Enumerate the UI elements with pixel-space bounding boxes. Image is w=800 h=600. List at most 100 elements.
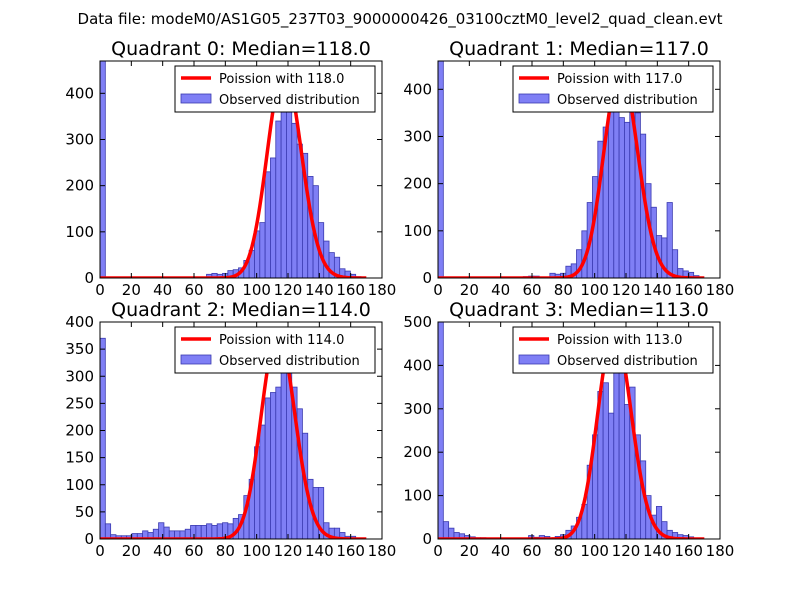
histogram-bar xyxy=(270,392,277,539)
x-tick-label: 20 xyxy=(460,281,479,299)
y-tick-label: 400 xyxy=(65,84,94,102)
legend-box xyxy=(512,326,714,374)
x-tick-label: 40 xyxy=(491,281,510,299)
x-tick-label: 160 xyxy=(336,281,365,299)
y-tick-label: 400 xyxy=(403,356,432,374)
y-tick-label: 300 xyxy=(65,367,94,385)
histogram-bar xyxy=(206,523,213,539)
histogram-bar xyxy=(438,61,444,278)
legend-label-poisson: Poission with 113.0 xyxy=(557,333,682,348)
histogram-bar xyxy=(275,120,282,278)
x-tick-label: 0 xyxy=(95,281,105,299)
figure-title: Data file: modeM0/AS1G05_237T03_90000004… xyxy=(78,10,723,29)
histogram-bar xyxy=(333,256,341,278)
quadrant-1-chart: 0 20 40 60 80 100 120 140 160 1800100200300400Qua… xyxy=(403,38,734,299)
y-tick-label: 0 xyxy=(422,530,432,548)
legend-box xyxy=(174,65,376,113)
histogram-bar xyxy=(618,117,625,278)
quadrant-3-frame xyxy=(437,321,721,540)
x-tick-label: 140 xyxy=(305,281,334,299)
legend-label-poisson: Poission with 117.0 xyxy=(557,72,682,87)
x-tick-label: 160 xyxy=(674,281,703,299)
histogram-bar xyxy=(602,382,609,539)
x-tick-label: 40 xyxy=(491,542,510,560)
x-tick-label: 0 xyxy=(433,281,443,299)
legend-bar-swatch xyxy=(518,93,550,104)
x-tick-label: 40 xyxy=(153,542,172,560)
y-tick-label: 100 xyxy=(403,487,432,505)
quadrant-0-chart: 0 20 40 60 80 100 120 140 160 1800100200300400Qua… xyxy=(65,38,396,299)
quadrant-1-title: Quadrant 1: Median=117.0 xyxy=(449,38,709,60)
x-tick-label: 100 xyxy=(242,542,271,560)
histogram-bar xyxy=(442,521,450,539)
histogram-bar xyxy=(270,157,277,278)
histogram-bar xyxy=(100,61,106,278)
x-tick-label: 120 xyxy=(612,542,641,560)
quadrant-3-legend: Poission with 113.0 Observed distribution xyxy=(512,326,714,374)
y-tick-label: 0 xyxy=(422,269,432,287)
x-tick-label: 20 xyxy=(460,542,479,560)
histogram-bar xyxy=(259,424,266,539)
x-tick-label: 180 xyxy=(706,542,735,560)
x-tick-label: 160 xyxy=(674,542,703,560)
quadrant-1-frame xyxy=(437,60,721,279)
y-tick-label: 300 xyxy=(65,130,94,148)
legend-label-observed: Observed distribution xyxy=(557,354,698,369)
histogram-bar xyxy=(104,523,112,539)
legend-box xyxy=(174,326,376,374)
x-tick-label: 80 xyxy=(216,281,235,299)
x-tick-label: 100 xyxy=(242,281,271,299)
histogram-bar xyxy=(438,322,444,539)
poisson-curve xyxy=(438,328,705,539)
histogram-bar xyxy=(259,222,266,278)
y-tick-label: 100 xyxy=(65,476,94,494)
x-tick-label: 140 xyxy=(643,542,672,560)
y-tick-label: 300 xyxy=(403,400,432,418)
histogram-bar xyxy=(666,202,673,278)
histogram-bar xyxy=(618,364,625,539)
histogram-bar xyxy=(200,525,207,539)
x-tick-label: 120 xyxy=(612,281,641,299)
y-tick-label: 400 xyxy=(403,80,432,98)
y-tick-label: 200 xyxy=(403,175,432,193)
legend-box xyxy=(512,65,714,113)
y-tick-label: 250 xyxy=(65,394,94,412)
histogram-bar xyxy=(624,121,631,278)
y-tick-label: 350 xyxy=(65,340,94,358)
legend-label-poisson: Poission with 118.0 xyxy=(219,72,344,87)
y-tick-label: 500 xyxy=(403,313,432,331)
y-tick-label: 300 xyxy=(403,127,432,145)
histogram-bar xyxy=(608,412,615,539)
histogram-bar xyxy=(264,397,271,539)
x-tick-label: 80 xyxy=(216,542,235,560)
quadrant-1-legend: Poission with 117.0 Observed distribution xyxy=(512,65,714,113)
y-tick-label: 400 xyxy=(65,313,94,331)
legend-label-observed: Observed distribution xyxy=(219,354,360,369)
quadrant-3-title: Quadrant 3: Median=113.0 xyxy=(449,299,709,321)
histogram-bar xyxy=(190,525,197,539)
legend-label-observed: Observed distribution xyxy=(219,93,360,108)
y-tick-label: 200 xyxy=(65,422,94,440)
x-tick-label: 40 xyxy=(153,281,172,299)
quadrant-0-legend: Poission with 118.0 Observed distribution xyxy=(174,65,376,113)
y-tick-label: 50 xyxy=(75,503,94,521)
legend-bar-swatch xyxy=(180,93,212,104)
quadrant-2-chart: 0 20 40 60 80 100 120 140 160 1800501001502002503… xyxy=(65,299,396,560)
y-tick-label: 150 xyxy=(65,449,94,467)
histogram-bar xyxy=(216,523,223,539)
x-tick-label: 60 xyxy=(184,542,203,560)
y-tick-label: 100 xyxy=(403,222,432,240)
histogram-bar xyxy=(163,526,170,539)
x-tick-label: 160 xyxy=(336,542,365,560)
x-tick-label: 60 xyxy=(522,542,541,560)
x-tick-label: 0 xyxy=(95,542,105,560)
x-tick-label: 80 xyxy=(554,281,573,299)
x-tick-label: 140 xyxy=(643,281,672,299)
legend-label-poisson: Poission with 114.0 xyxy=(219,333,344,348)
histogram-bar xyxy=(608,110,615,278)
x-tick-label: 180 xyxy=(368,542,397,560)
x-tick-label: 20 xyxy=(122,542,141,560)
histogram-bar xyxy=(280,111,287,278)
x-tick-label: 60 xyxy=(522,281,541,299)
